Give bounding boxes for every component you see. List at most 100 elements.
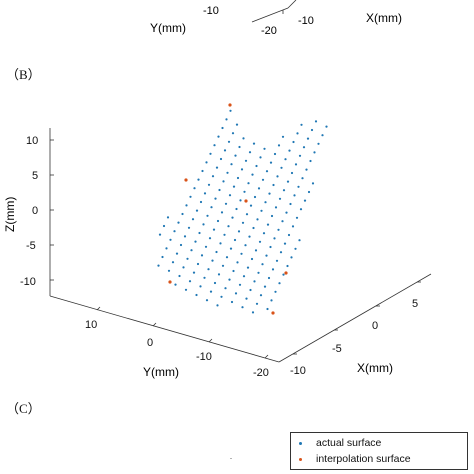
actual-point <box>274 206 278 209</box>
actual-point <box>215 250 218 254</box>
actual-point <box>213 281 217 285</box>
actual-point <box>228 278 231 281</box>
actual-point <box>267 276 271 280</box>
actual-point <box>256 218 259 221</box>
actual-point <box>226 171 229 174</box>
actual-point <box>191 218 195 221</box>
actual-point <box>166 216 170 219</box>
actual-point <box>236 261 239 264</box>
actual-point <box>215 166 219 169</box>
actual-point <box>258 240 262 243</box>
interpolation-point <box>244 199 248 203</box>
actual-point <box>281 220 284 223</box>
actual-point <box>294 163 298 166</box>
actual-point <box>178 274 181 278</box>
actual-point <box>282 189 286 192</box>
actual-point <box>262 232 266 235</box>
actual-point <box>228 194 232 197</box>
actual-point <box>302 146 306 149</box>
actual-point <box>223 233 226 236</box>
actual-point <box>201 169 204 173</box>
actual-point <box>235 123 239 126</box>
actual-point <box>220 295 223 298</box>
actual-point <box>221 264 225 267</box>
actual-point <box>250 257 254 261</box>
axis-ticks <box>50 139 421 359</box>
actual-point <box>263 147 266 150</box>
actual-point <box>291 225 295 228</box>
actual-point <box>289 202 292 206</box>
actual-point <box>192 271 196 274</box>
axis-tick-labels: 10 5 0 -5 -10 10 0 -10 -20 -10 -5 0 5 <box>20 135 418 379</box>
top-axis-line-2 <box>287 0 297 9</box>
actual-point <box>209 290 213 293</box>
actual-point <box>293 194 296 197</box>
actual-point <box>252 226 255 230</box>
top-y-tick: -10 <box>203 5 219 17</box>
actual-point <box>204 245 208 248</box>
actual-point <box>220 211 224 214</box>
actual-point <box>207 183 211 186</box>
x-tick-label: -5 <box>332 343 342 355</box>
actual-point <box>270 214 274 218</box>
actual-point <box>294 247 297 250</box>
actual-point <box>186 257 189 260</box>
actual-point <box>198 231 201 235</box>
actual-point <box>246 266 250 269</box>
x-tick-label: 0 <box>372 320 378 332</box>
z-tick-label: -10 <box>20 276 36 288</box>
y-tick <box>96 306 101 311</box>
actual-point <box>230 163 233 166</box>
actual-point <box>300 123 303 126</box>
actual-point <box>297 185 300 188</box>
actual-point <box>199 285 202 288</box>
actual-point <box>207 268 210 271</box>
actual-point <box>275 259 279 262</box>
actual-point <box>295 216 299 219</box>
actual-point <box>306 137 310 140</box>
actual-point <box>245 297 248 300</box>
actual-point <box>224 287 227 290</box>
actual-point <box>311 182 315 185</box>
actual-point <box>307 190 311 194</box>
actual-point <box>313 151 316 154</box>
actual-point <box>184 288 188 291</box>
actual-point <box>261 263 264 266</box>
actual-point <box>185 204 188 207</box>
actual-point <box>257 187 261 190</box>
actual-point <box>265 170 269 173</box>
actual-point <box>259 156 262 159</box>
y-tick-label: -20 <box>253 367 269 379</box>
actual-point <box>216 219 220 223</box>
actual-point <box>162 224 166 228</box>
actual-point <box>173 230 176 233</box>
actual-point <box>271 268 275 271</box>
actual-point <box>231 216 234 219</box>
actual-point <box>299 208 303 211</box>
top-y-label: Y(mm) <box>150 21 186 35</box>
actual-point <box>227 140 231 143</box>
actual-point <box>234 292 238 295</box>
actual-point <box>247 182 250 185</box>
z-tick-label: -5 <box>26 240 36 252</box>
actual-point <box>209 152 212 155</box>
actual-point <box>219 242 222 245</box>
actual-point <box>317 142 320 145</box>
top-fragment: -10 -20 -10 Y(mm) X(mm) <box>150 0 402 37</box>
actual-point <box>232 269 235 273</box>
actual-point <box>169 238 172 241</box>
y-tick-label: 0 <box>147 337 153 349</box>
actual-point <box>260 209 263 212</box>
actual-point <box>243 190 246 193</box>
legend-marker-actual <box>299 441 302 445</box>
x-tick-label: -10 <box>290 365 306 377</box>
actual-point <box>298 154 302 157</box>
actual-point <box>210 206 213 209</box>
x-axis-line <box>278 273 432 363</box>
actual-point <box>270 299 273 302</box>
actual-point <box>286 180 290 183</box>
actual-point <box>238 145 241 149</box>
actual-point <box>251 173 254 176</box>
actual-point <box>213 144 216 147</box>
actual-point <box>238 283 242 286</box>
